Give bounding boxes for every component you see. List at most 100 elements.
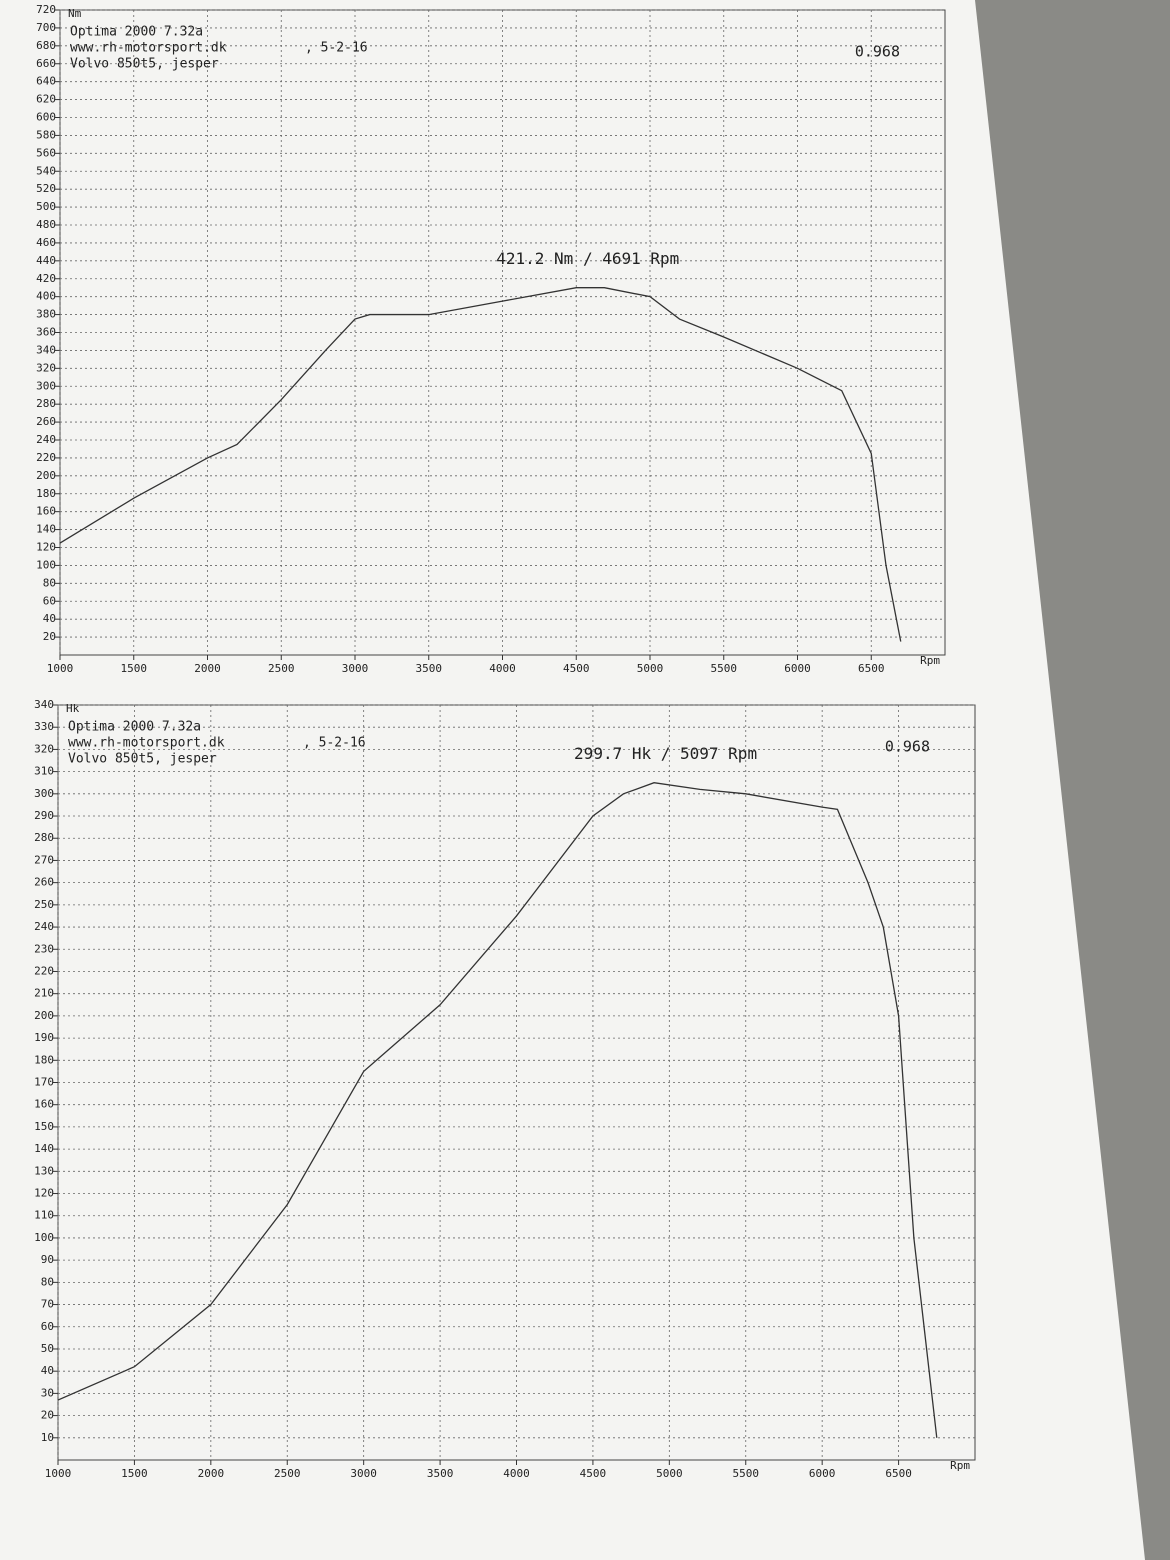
y-tick-label: 20 xyxy=(41,1409,54,1422)
y-tick-label: 30 xyxy=(41,1386,54,1399)
y-tick-label: 560 xyxy=(36,146,56,159)
x-tick-label: 2500 xyxy=(274,1467,301,1480)
x-tick-label: 3500 xyxy=(416,662,443,675)
y-tick-label: 540 xyxy=(36,164,56,177)
y-tick-label: 220 xyxy=(34,964,54,977)
y-tick-label: 660 xyxy=(36,57,56,70)
y-tick-label: 280 xyxy=(36,397,56,410)
x-axis-label: Rpm xyxy=(920,654,940,667)
y-tick-label: 580 xyxy=(36,128,56,141)
y-tick-label: 640 xyxy=(36,75,56,88)
y-tick-label: 200 xyxy=(36,469,56,482)
x-tick-label: 6500 xyxy=(885,1467,912,1480)
x-tick-label: 3000 xyxy=(350,1467,377,1480)
y-tick-label: 60 xyxy=(41,1320,54,1333)
note: Volvo 850t5, jesper xyxy=(70,57,219,72)
y-tick-label: 340 xyxy=(36,343,56,356)
y-tick-label: 120 xyxy=(34,1187,54,1200)
y-tick-label: 240 xyxy=(34,920,54,933)
y-axis-label: Nm xyxy=(68,7,82,20)
y-tick-label: 250 xyxy=(34,898,54,911)
y-tick-label: 320 xyxy=(36,361,56,374)
y-tick-label: 220 xyxy=(36,451,56,464)
y-tick-label: 180 xyxy=(36,487,56,500)
note: www.rh-motorsport.dk xyxy=(70,41,227,56)
x-tick-label: 5500 xyxy=(733,1467,760,1480)
y-tick-label: 80 xyxy=(41,1275,54,1288)
y-tick-label: 500 xyxy=(36,200,56,213)
y-tick-label: 680 xyxy=(36,39,56,52)
note: , 5-2-16 xyxy=(305,41,368,56)
y-tick-label: 320 xyxy=(34,742,54,755)
y-tick-label: 460 xyxy=(36,236,56,249)
x-axis-label: Rpm xyxy=(950,1459,970,1472)
y-tick-label: 480 xyxy=(36,218,56,231)
y-tick-label: 420 xyxy=(36,272,56,285)
x-tick-label: 3500 xyxy=(427,1467,454,1480)
peak-label: 299.7 Hk / 5097 Rpm xyxy=(574,744,757,763)
y-tick-label: 40 xyxy=(43,612,56,625)
y-tick-label: 50 xyxy=(41,1342,54,1355)
y-tick-label: 80 xyxy=(43,576,56,589)
note: Optima 2000 7.32a xyxy=(68,720,201,735)
y-tick-label: 700 xyxy=(36,21,56,34)
y-tick-label: 160 xyxy=(34,1098,54,1111)
y-tick-label: 140 xyxy=(34,1142,54,1155)
x-tick-label: 5000 xyxy=(637,662,664,675)
y-tick-label: 110 xyxy=(34,1209,54,1222)
y-tick-label: 130 xyxy=(34,1164,54,1177)
y-tick-label: 120 xyxy=(36,541,56,554)
y-tick-label: 600 xyxy=(36,111,56,124)
x-tick-label: 1000 xyxy=(45,1467,72,1480)
peak-label: 421.2 Nm / 4691 Rpm xyxy=(496,249,679,268)
y-tick-label: 280 xyxy=(34,831,54,844)
y-tick-label: 260 xyxy=(34,876,54,889)
y-tick-label: 360 xyxy=(36,326,56,339)
x-tick-label: 4000 xyxy=(489,662,516,675)
y-tick-label: 720 xyxy=(36,3,56,16)
data-line xyxy=(57,782,938,1438)
y-tick-label: 20 xyxy=(43,630,56,643)
paper xyxy=(0,0,1145,1560)
factor: 0.968 xyxy=(855,43,900,61)
x-tick-label: 6000 xyxy=(784,662,811,675)
y-tick-label: 270 xyxy=(34,853,54,866)
x-tick-label: 3000 xyxy=(342,662,369,675)
y-tick-label: 520 xyxy=(36,182,56,195)
x-tick-label: 2000 xyxy=(198,1467,225,1480)
y-tick-label: 340 xyxy=(34,698,54,711)
y-tick-label: 300 xyxy=(36,379,56,392)
factor: 0.968 xyxy=(885,738,930,756)
y-tick-label: 90 xyxy=(41,1253,54,1266)
y-tick-label: 210 xyxy=(34,987,54,1000)
y-tick-label: 330 xyxy=(34,720,54,733)
x-tick-label: 4000 xyxy=(503,1467,530,1480)
y-tick-label: 230 xyxy=(34,942,54,955)
y-tick-label: 260 xyxy=(36,415,56,428)
x-tick-label: 5500 xyxy=(711,662,738,675)
x-tick-label: 2500 xyxy=(268,662,295,675)
x-tick-label: 6500 xyxy=(858,662,885,675)
y-tick-label: 200 xyxy=(34,1009,54,1022)
y-tick-label: 310 xyxy=(34,765,54,778)
y-tick-label: 10 xyxy=(41,1431,54,1444)
y-tick-label: 300 xyxy=(34,787,54,800)
y-tick-label: 140 xyxy=(36,523,56,536)
y-tick-label: 380 xyxy=(36,308,56,321)
x-tick-label: 4500 xyxy=(580,1467,607,1480)
y-axis-label: Hk xyxy=(66,702,80,715)
y-tick-label: 400 xyxy=(36,290,56,303)
y-tick-label: 290 xyxy=(34,809,54,822)
data-line xyxy=(59,287,902,642)
y-tick-label: 60 xyxy=(43,594,56,607)
y-tick-label: 160 xyxy=(36,505,56,518)
note: Optima 2000 7.32a xyxy=(70,25,203,40)
x-tick-label: 1500 xyxy=(121,662,148,675)
note: , 5-2-16 xyxy=(303,736,366,751)
y-tick-label: 440 xyxy=(36,254,56,267)
x-tick-label: 1000 xyxy=(47,662,74,675)
y-tick-label: 100 xyxy=(34,1231,54,1244)
y-tick-label: 100 xyxy=(36,558,56,571)
y-tick-label: 190 xyxy=(34,1031,54,1044)
